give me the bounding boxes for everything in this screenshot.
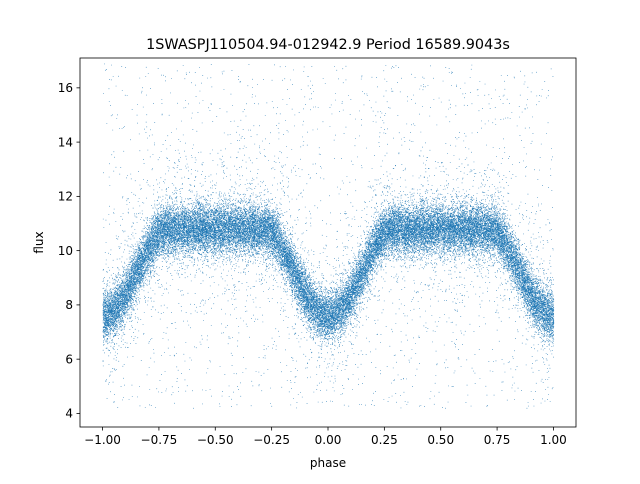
x-tick-label: 0.00 (315, 433, 342, 447)
x-tick-label: 0.50 (427, 433, 454, 447)
y-axis-ticks: 4 6 8 10 12 14 16 (58, 81, 80, 421)
y-tick-label: 10 (58, 244, 73, 258)
x-axis-ticks: −1.00 −0.75 −0.50 −0.25 0.00 0.25 0.50 0.75 1.00 (84, 427, 567, 447)
x-tick-label: −0.25 (253, 433, 290, 447)
y-tick-label: 16 (58, 81, 73, 95)
y-tick-label: 4 (65, 407, 73, 421)
y-tick-label: 6 (65, 352, 73, 366)
x-tick-label: 1.00 (540, 433, 567, 447)
y-tick-label: 8 (65, 298, 73, 312)
chart-title: 1SWASPJ110504.94-012942.9 Period 16589.9… (146, 37, 510, 53)
y-tick-label: 14 (58, 135, 73, 149)
y-axis-label: flux (32, 231, 46, 253)
x-tick-label: −0.50 (197, 433, 234, 447)
y-tick-label: 12 (58, 190, 73, 204)
x-tick-label: 0.25 (371, 433, 398, 447)
x-axis-label: phase (310, 456, 346, 470)
x-tick-label: −1.00 (84, 433, 121, 447)
x-tick-label: −0.75 (141, 433, 178, 447)
x-tick-label: 0.75 (484, 433, 511, 447)
